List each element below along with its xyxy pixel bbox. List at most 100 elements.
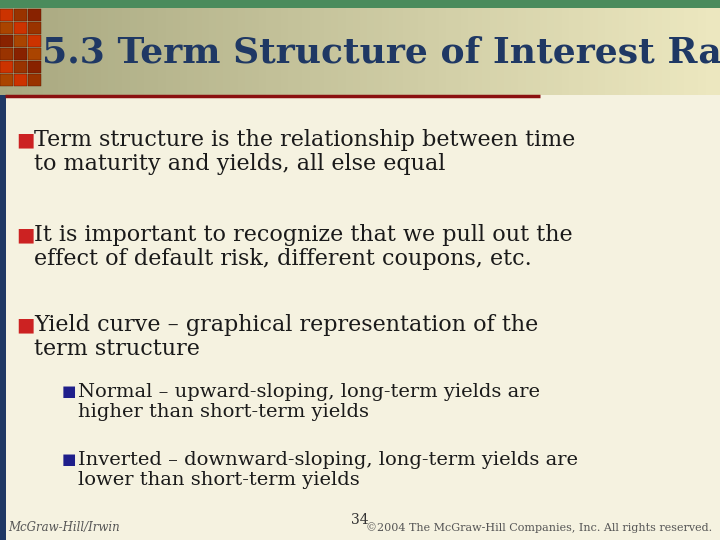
FancyBboxPatch shape: [706, 0, 714, 95]
FancyBboxPatch shape: [691, 0, 699, 95]
FancyBboxPatch shape: [655, 0, 663, 95]
FancyBboxPatch shape: [504, 0, 512, 95]
Text: Inverted – downward-sloping, long-term yields are: Inverted – downward-sloping, long-term y…: [78, 451, 578, 469]
FancyBboxPatch shape: [230, 0, 238, 95]
FancyBboxPatch shape: [605, 0, 613, 95]
FancyBboxPatch shape: [0, 95, 720, 540]
FancyBboxPatch shape: [216, 0, 224, 95]
FancyBboxPatch shape: [108, 0, 116, 95]
FancyBboxPatch shape: [475, 0, 483, 95]
FancyBboxPatch shape: [7, 0, 15, 95]
FancyBboxPatch shape: [583, 0, 591, 95]
FancyBboxPatch shape: [382, 0, 390, 95]
Text: higher than short-term yields: higher than short-term yields: [78, 403, 369, 421]
FancyBboxPatch shape: [619, 0, 627, 95]
Text: ■: ■: [16, 316, 35, 334]
FancyBboxPatch shape: [0, 48, 13, 60]
FancyBboxPatch shape: [497, 0, 505, 95]
FancyBboxPatch shape: [14, 0, 22, 95]
FancyBboxPatch shape: [223, 0, 231, 95]
FancyBboxPatch shape: [158, 0, 166, 95]
FancyBboxPatch shape: [238, 0, 246, 95]
FancyBboxPatch shape: [0, 0, 8, 95]
FancyBboxPatch shape: [14, 61, 27, 73]
Text: ■: ■: [16, 131, 35, 149]
FancyBboxPatch shape: [65, 0, 73, 95]
FancyBboxPatch shape: [28, 35, 41, 47]
FancyBboxPatch shape: [22, 0, 30, 95]
FancyBboxPatch shape: [641, 0, 649, 95]
FancyBboxPatch shape: [590, 0, 598, 95]
FancyBboxPatch shape: [353, 0, 361, 95]
FancyBboxPatch shape: [194, 0, 202, 95]
FancyBboxPatch shape: [151, 0, 159, 95]
FancyBboxPatch shape: [648, 0, 656, 95]
FancyBboxPatch shape: [281, 0, 289, 95]
FancyBboxPatch shape: [403, 0, 411, 95]
FancyBboxPatch shape: [259, 0, 267, 95]
FancyBboxPatch shape: [288, 0, 296, 95]
FancyBboxPatch shape: [626, 0, 634, 95]
FancyBboxPatch shape: [346, 0, 354, 95]
FancyBboxPatch shape: [266, 0, 274, 95]
FancyBboxPatch shape: [86, 0, 94, 95]
FancyBboxPatch shape: [173, 0, 181, 95]
FancyBboxPatch shape: [634, 0, 642, 95]
FancyBboxPatch shape: [137, 0, 145, 95]
Text: Yield curve – graphical representation of the: Yield curve – graphical representation o…: [34, 314, 539, 336]
FancyBboxPatch shape: [101, 0, 109, 95]
FancyBboxPatch shape: [122, 0, 130, 95]
FancyBboxPatch shape: [50, 0, 58, 95]
FancyBboxPatch shape: [14, 9, 27, 21]
FancyBboxPatch shape: [396, 0, 404, 95]
FancyBboxPatch shape: [533, 0, 541, 95]
FancyBboxPatch shape: [526, 0, 534, 95]
FancyBboxPatch shape: [338, 0, 346, 95]
FancyBboxPatch shape: [144, 0, 152, 95]
FancyBboxPatch shape: [576, 0, 584, 95]
FancyBboxPatch shape: [0, 95, 6, 540]
FancyBboxPatch shape: [252, 0, 260, 95]
FancyBboxPatch shape: [490, 0, 498, 95]
FancyBboxPatch shape: [28, 74, 41, 86]
FancyBboxPatch shape: [187, 0, 195, 95]
Text: It is important to recognize that we pull out the: It is important to recognize that we pul…: [34, 224, 572, 246]
FancyBboxPatch shape: [547, 0, 555, 95]
Text: to maturity and yields, all else equal: to maturity and yields, all else equal: [34, 153, 446, 175]
Text: ©2004 The McGraw-Hill Companies, Inc. All rights reserved.: ©2004 The McGraw-Hill Companies, Inc. Al…: [366, 523, 712, 534]
FancyBboxPatch shape: [0, 61, 13, 73]
FancyBboxPatch shape: [554, 0, 562, 95]
FancyBboxPatch shape: [180, 0, 188, 95]
FancyBboxPatch shape: [14, 35, 27, 47]
FancyBboxPatch shape: [274, 0, 282, 95]
FancyBboxPatch shape: [367, 0, 375, 95]
FancyBboxPatch shape: [94, 0, 102, 95]
Text: effect of default risk, different coupons, etc.: effect of default risk, different coupon…: [34, 248, 532, 270]
FancyBboxPatch shape: [569, 0, 577, 95]
FancyBboxPatch shape: [684, 0, 692, 95]
FancyBboxPatch shape: [28, 61, 41, 73]
FancyBboxPatch shape: [698, 0, 706, 95]
FancyBboxPatch shape: [540, 0, 548, 95]
FancyBboxPatch shape: [245, 0, 253, 95]
FancyBboxPatch shape: [410, 0, 418, 95]
Text: lower than short-term yields: lower than short-term yields: [78, 471, 360, 489]
FancyBboxPatch shape: [79, 0, 87, 95]
FancyBboxPatch shape: [202, 0, 210, 95]
FancyBboxPatch shape: [310, 0, 318, 95]
FancyBboxPatch shape: [446, 0, 454, 95]
FancyBboxPatch shape: [14, 22, 27, 34]
FancyBboxPatch shape: [439, 0, 447, 95]
FancyBboxPatch shape: [28, 9, 41, 21]
FancyBboxPatch shape: [0, 22, 13, 34]
FancyBboxPatch shape: [58, 0, 66, 95]
Text: 34: 34: [351, 513, 369, 527]
FancyBboxPatch shape: [28, 22, 41, 34]
Text: ■: ■: [16, 226, 35, 244]
FancyBboxPatch shape: [324, 0, 332, 95]
FancyBboxPatch shape: [418, 0, 426, 95]
FancyBboxPatch shape: [72, 0, 80, 95]
FancyBboxPatch shape: [511, 0, 519, 95]
FancyBboxPatch shape: [115, 0, 123, 95]
FancyBboxPatch shape: [461, 0, 469, 95]
